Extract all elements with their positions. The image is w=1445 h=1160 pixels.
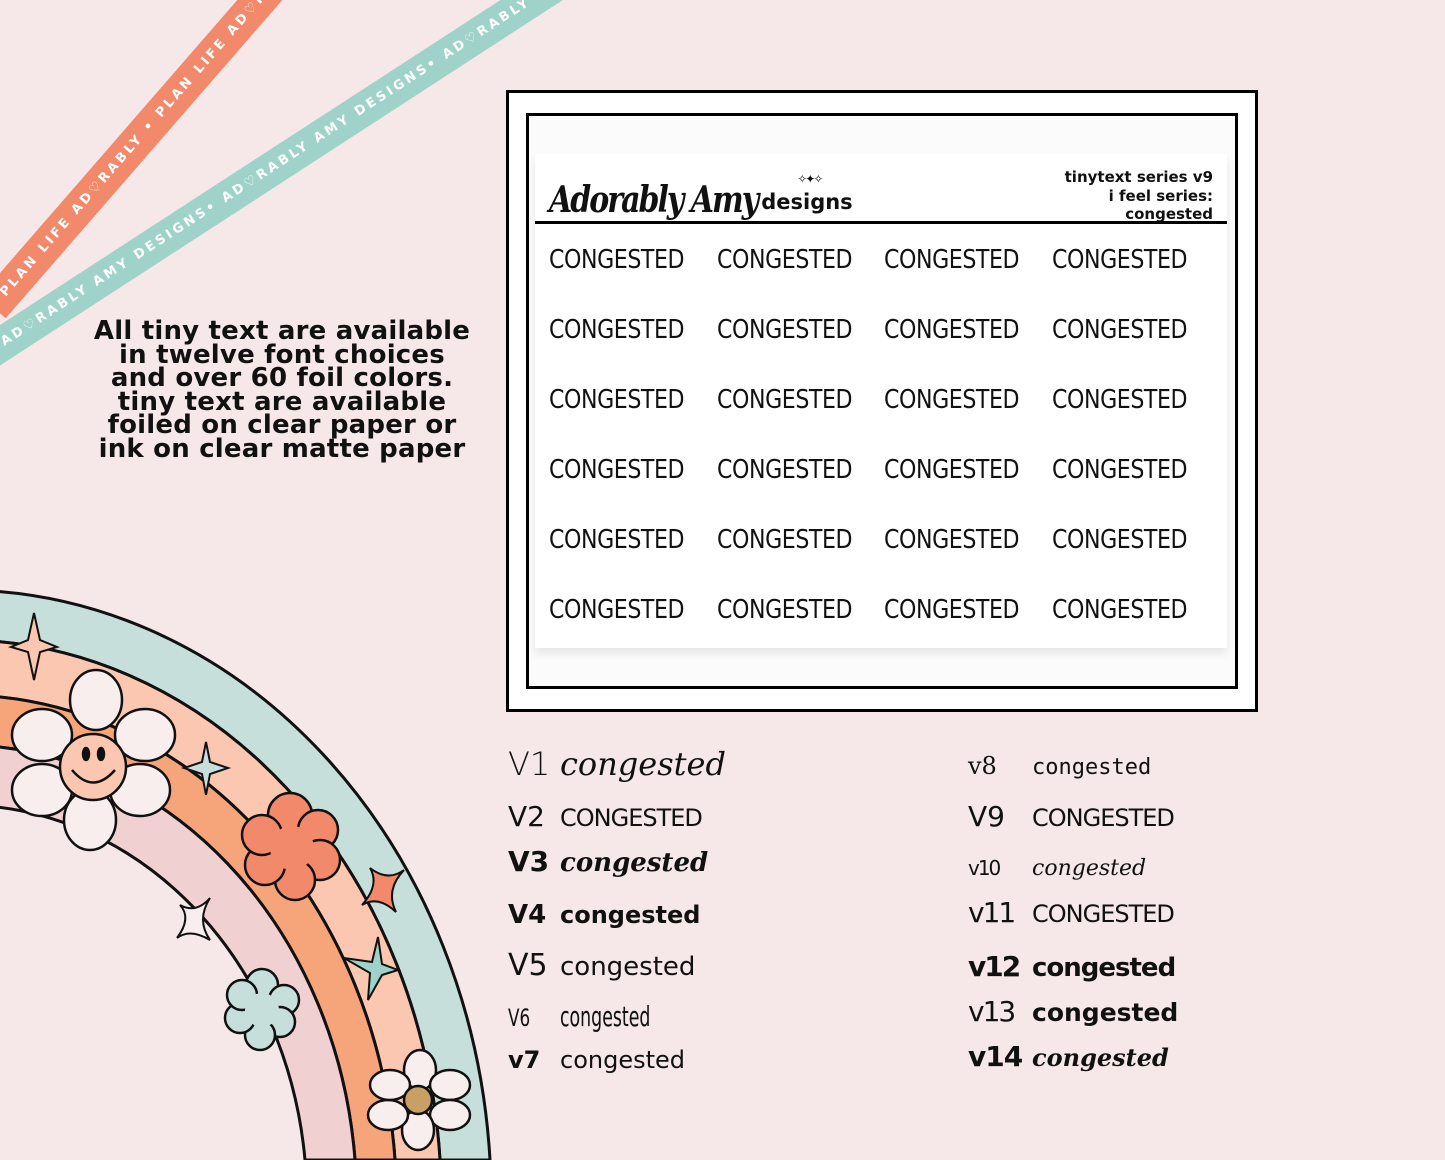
sparkle-icon [180, 741, 232, 796]
variant-row: v13 congested [968, 995, 1178, 1028]
sticker-cell: congested [716, 595, 853, 625]
sparkle-icon [176, 897, 211, 941]
sticker-cell: congested [549, 595, 685, 625]
variant-sample: congested [1032, 1043, 1169, 1072]
teal-flower-icon [223, 967, 301, 1052]
brand-script-text: Adorably Amy [549, 179, 759, 222]
sticker-grid: congested congested congested congested … [549, 232, 1219, 652]
variant-sample: congested [560, 745, 726, 783]
variant-label: v10 [968, 856, 1001, 880]
sticker-cell: congested [1051, 595, 1188, 625]
availability-description: All tiny text are available in twelve fo… [93, 316, 471, 464]
coral-flower-icon [240, 791, 342, 902]
variant-sample: congested [1032, 856, 1147, 881]
sparkle-icon [7, 612, 61, 681]
sticker-cell: congested [884, 595, 1020, 625]
sticker-sheet: Adorably Amy ✧✦✧ designs tinytext series… [535, 154, 1227, 648]
brand-designs-text: ✧✦✧ designs [761, 172, 853, 214]
variant-sample: congested [560, 952, 696, 982]
rainbow-illustration [0, 590, 492, 1160]
sticker-cell: congested [1051, 245, 1188, 275]
series-info: tinytext series v9 i feel series: conges… [1065, 168, 1213, 224]
variant-row: V2 CONGESTED [508, 800, 703, 833]
series-word: congested [1125, 205, 1213, 223]
variant-row: V1 congested [508, 745, 726, 783]
header-divider [535, 221, 1227, 224]
star-icon [343, 936, 402, 1001]
variant-label: v8 [968, 752, 997, 780]
sticker-cell: congested [884, 455, 1020, 485]
variant-label: v12 [968, 950, 1021, 983]
sticker-cell: congested [1051, 315, 1188, 345]
variant-sample: CONGESTED [1032, 900, 1175, 928]
plan-life-adorably-ribbon: PLAN LIFE AD♡RABLY • PLAN LIFE AD♡RABLY … [0, 0, 413, 319]
variant-row: v11 CONGESTED [968, 896, 1175, 929]
variant-label: V4 [508, 900, 547, 930]
variant-label: v11 [968, 896, 1016, 929]
variant-label: V5 [508, 948, 548, 983]
variant-label: V3 [508, 845, 550, 878]
sticker-cell: congested [1051, 385, 1188, 415]
variant-sample: congested [1032, 755, 1152, 780]
series-subtitle: i feel series: [1108, 186, 1213, 205]
variant-row: v14 congested [968, 1040, 1169, 1073]
variant-label: V9 [968, 800, 1005, 833]
series-title: tinytext series v9 [1064, 168, 1213, 186]
variant-row: v12 congested [968, 950, 1176, 983]
variant-row: v8 congested [968, 752, 1151, 780]
sticker-cell: congested [884, 385, 1020, 415]
variant-row: V5 congested [508, 948, 695, 983]
sticker-cell: congested [716, 455, 853, 485]
sticker-cell: congested [884, 525, 1020, 555]
sticker-cell: congested [716, 315, 853, 345]
variant-sample: congested [1032, 998, 1179, 1027]
sticker-cell: congested [716, 525, 853, 555]
sticker-cell: congested [884, 245, 1020, 275]
product-preview-frame: Adorably Amy ✧✦✧ designs tinytext series… [506, 90, 1258, 712]
variant-label: V1 [508, 745, 551, 783]
variant-row: v7 congested [508, 1046, 685, 1074]
brand-logo: Adorably Amy ✧✦✧ designs [549, 168, 853, 222]
variant-sample: congested [560, 848, 709, 878]
brand-word: designs [761, 190, 853, 214]
variant-sample: CONGESTED [560, 804, 703, 832]
sticker-cell: congested [716, 385, 853, 415]
variant-row: V6 congested [508, 1000, 706, 1033]
sparkle-icon [361, 867, 405, 913]
smiley-flower-icon [10, 668, 177, 852]
sticker-cell: congested [549, 385, 685, 415]
variant-label: v7 [508, 1046, 541, 1074]
variant-row: v10 congested [968, 856, 1146, 881]
variant-row: V9 CONGESTED [968, 800, 1175, 833]
sticker-cell: congested [549, 315, 685, 345]
ribbon-text: PLAN LIFE AD♡RABLY • PLAN LIFE AD♡RABLY … [0, 0, 412, 300]
variant-sample: CONGESTED [1032, 804, 1175, 832]
sticker-cell: congested [549, 455, 685, 485]
variant-label: V6 [508, 1004, 531, 1032]
variant-sample: congested [1032, 953, 1176, 983]
variant-sample: congested [560, 901, 701, 929]
sticker-cell: congested [549, 245, 685, 275]
sticker-cell: congested [716, 245, 853, 275]
daisy-flower-icon [366, 1048, 472, 1152]
variant-sample: congested [560, 1000, 651, 1033]
variant-label: v13 [968, 995, 1016, 1028]
variant-label: V2 [508, 800, 545, 833]
variant-row: V4 congested [508, 900, 700, 930]
sticker-cell: congested [1051, 455, 1188, 485]
sticker-cell: congested [549, 525, 685, 555]
sticker-sheet-border: Adorably Amy ✧✦✧ designs tinytext series… [526, 113, 1238, 689]
variant-sample: congested [560, 1046, 686, 1074]
variant-label: v14 [968, 1040, 1023, 1073]
sparkle-icon: ✧✦✧ [797, 172, 823, 186]
sticker-cell: congested [1051, 525, 1188, 555]
sticker-cell: congested [884, 315, 1020, 345]
variant-row: V3 congested [508, 845, 708, 878]
